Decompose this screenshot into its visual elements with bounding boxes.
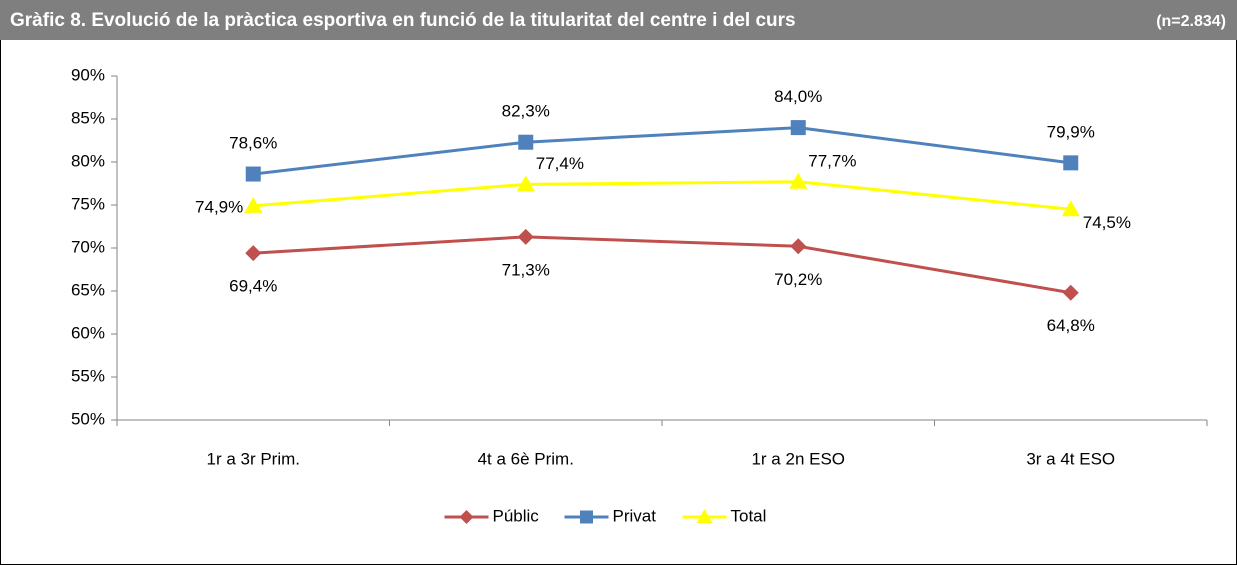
y-tick-label: 70% <box>71 237 105 256</box>
series-line <box>253 126 1071 176</box>
marker <box>516 175 535 192</box>
data-label: 70,2% <box>774 270 822 289</box>
data-label: 77,7% <box>808 151 856 170</box>
marker <box>696 509 713 523</box>
marker <box>580 510 593 524</box>
data-label: 74,5% <box>1083 213 1131 232</box>
data-label: 74,9% <box>195 197 243 216</box>
y-tick-label: 75% <box>71 194 105 213</box>
x-tick-label: 1r a 2n ESO <box>751 449 845 468</box>
data-label: 71,3% <box>502 260 550 279</box>
x-tick-label: 1r a 3r Prim. <box>206 449 300 468</box>
series-line <box>253 180 1071 211</box>
marker <box>1062 284 1079 301</box>
data-label: 64,8% <box>1047 316 1095 335</box>
marker <box>1061 200 1080 217</box>
marker <box>1063 155 1079 171</box>
x-tick-label: 3r a 4t ESO <box>1026 449 1115 468</box>
marker <box>790 238 807 255</box>
chart-title: Gràfic 8. Evolució de la pràctica esport… <box>10 10 796 31</box>
legend-label: Públic <box>493 506 540 525</box>
data-label: 79,9% <box>1047 122 1095 141</box>
data-label: 82,3% <box>502 102 550 121</box>
marker <box>790 120 806 136</box>
y-tick-label: 55% <box>71 366 105 385</box>
x-tick-label: 4t a 6è Prim. <box>478 449 574 468</box>
marker <box>245 245 262 262</box>
marker <box>244 196 263 213</box>
data-label: 84,0% <box>774 87 822 106</box>
y-tick-label: 80% <box>71 151 105 170</box>
series-line <box>253 235 1072 295</box>
data-label: 69,4% <box>229 277 277 296</box>
data-label: 77,4% <box>536 154 584 173</box>
y-tick-label: 60% <box>71 323 105 342</box>
marker <box>517 228 534 245</box>
y-tick-label: 90% <box>71 65 105 84</box>
marker <box>245 166 261 182</box>
marker <box>459 510 474 524</box>
legend-label: Privat <box>613 506 657 525</box>
legend-label: Total <box>731 506 767 525</box>
y-tick-label: 50% <box>71 409 105 428</box>
data-label: 78,6% <box>229 134 277 153</box>
chart-subtitle: (n=2.834) <box>1156 13 1226 30</box>
title-bar <box>0 0 1237 40</box>
y-tick-label: 85% <box>71 108 105 127</box>
marker <box>789 172 808 189</box>
y-tick-label: 65% <box>71 280 105 299</box>
marker <box>518 134 534 150</box>
